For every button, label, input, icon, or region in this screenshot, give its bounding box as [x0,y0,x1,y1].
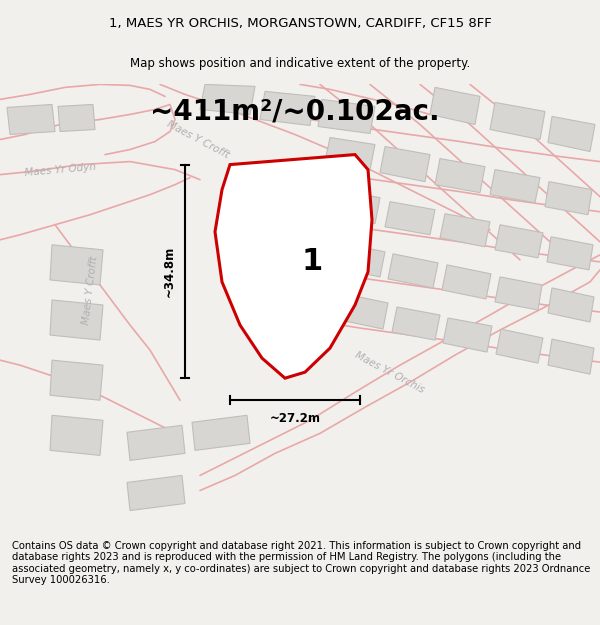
Polygon shape [548,116,595,151]
Polygon shape [388,254,438,288]
Polygon shape [548,288,594,322]
Polygon shape [545,182,592,215]
Polygon shape [490,169,540,202]
Polygon shape [442,265,491,299]
Polygon shape [318,99,375,134]
Text: ~34.8m: ~34.8m [163,246,176,297]
Text: Maes Y Crofft: Maes Y Crofft [81,255,99,325]
Polygon shape [443,318,492,352]
Polygon shape [260,91,315,126]
Text: Contains OS data © Crown copyright and database right 2021. This information is : Contains OS data © Crown copyright and d… [12,541,590,586]
Text: Map shows position and indicative extent of the property.: Map shows position and indicative extent… [130,57,470,70]
Text: ~27.2m: ~27.2m [269,412,320,425]
Polygon shape [325,138,375,169]
Polygon shape [50,415,103,456]
Polygon shape [495,225,543,258]
Polygon shape [340,294,388,329]
Text: ~411m²/~0.102ac.: ~411m²/~0.102ac. [150,98,440,126]
Polygon shape [7,104,55,134]
Text: 1, MAES YR ORCHIS, MORGANSTOWN, CARDIFF, CF15 8FF: 1, MAES YR ORCHIS, MORGANSTOWN, CARDIFF,… [109,17,491,30]
Polygon shape [335,242,385,277]
Text: Maes Y Crofft: Maes Y Crofft [165,119,231,160]
Polygon shape [127,425,185,461]
Polygon shape [50,360,103,400]
Polygon shape [127,476,185,511]
Polygon shape [330,189,380,224]
Polygon shape [58,104,95,131]
Polygon shape [215,154,372,378]
Polygon shape [430,88,480,124]
Polygon shape [548,339,594,374]
Polygon shape [192,415,250,451]
Polygon shape [435,159,485,192]
Text: 1: 1 [301,248,323,276]
Polygon shape [496,329,543,363]
Polygon shape [385,202,435,235]
Polygon shape [50,300,103,340]
Text: Maes Yr Orchis: Maes Yr Orchis [353,349,427,395]
Polygon shape [495,277,542,310]
Polygon shape [490,102,545,139]
Polygon shape [380,146,430,182]
Polygon shape [280,310,328,350]
Text: Maes Yr Odyn: Maes Yr Odyn [24,161,96,177]
Polygon shape [200,84,255,114]
Polygon shape [440,214,490,247]
Polygon shape [547,237,593,270]
Polygon shape [50,245,103,285]
Polygon shape [392,307,440,340]
